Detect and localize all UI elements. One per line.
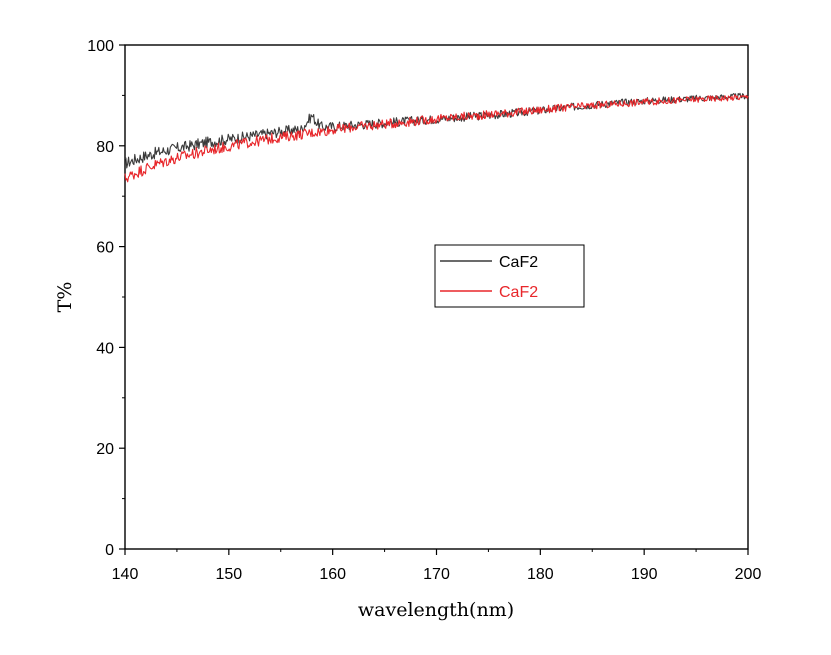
legend-label-series-1: CaF2 [499,254,538,271]
x-tick-label: 150 [215,566,242,583]
x-tick-label: 190 [631,566,658,583]
x-tick-label: 140 [112,566,139,583]
y-axis-ticks: 0 20 40 60 80 100 [87,38,125,559]
y-tick-label: 40 [96,340,114,357]
series-line-2 [124,94,749,183]
y-tick-label: 100 [87,38,114,55]
x-tick-label: 180 [527,566,554,583]
y-tick-label: 60 [96,240,114,257]
legend-label-series-2: CaF2 [499,284,538,301]
y-tick-label: 80 [96,139,114,156]
x-tick-label: 200 [735,566,762,583]
series-line-1 [124,92,749,169]
legend-box [434,244,585,308]
y-tick-label: 0 [105,542,114,559]
series-layer [124,92,749,183]
y-axis-title: T% [54,282,76,313]
x-tick-label: 160 [319,566,346,583]
legend: CaF2 CaF2 [434,244,585,308]
x-axis-title: wavelength(nm) [358,599,514,621]
x-axis-ticks: 140 150 160 170 180 190 200 [112,549,762,583]
x-tick-label: 170 [423,566,450,583]
y-tick-label: 20 [96,441,114,458]
